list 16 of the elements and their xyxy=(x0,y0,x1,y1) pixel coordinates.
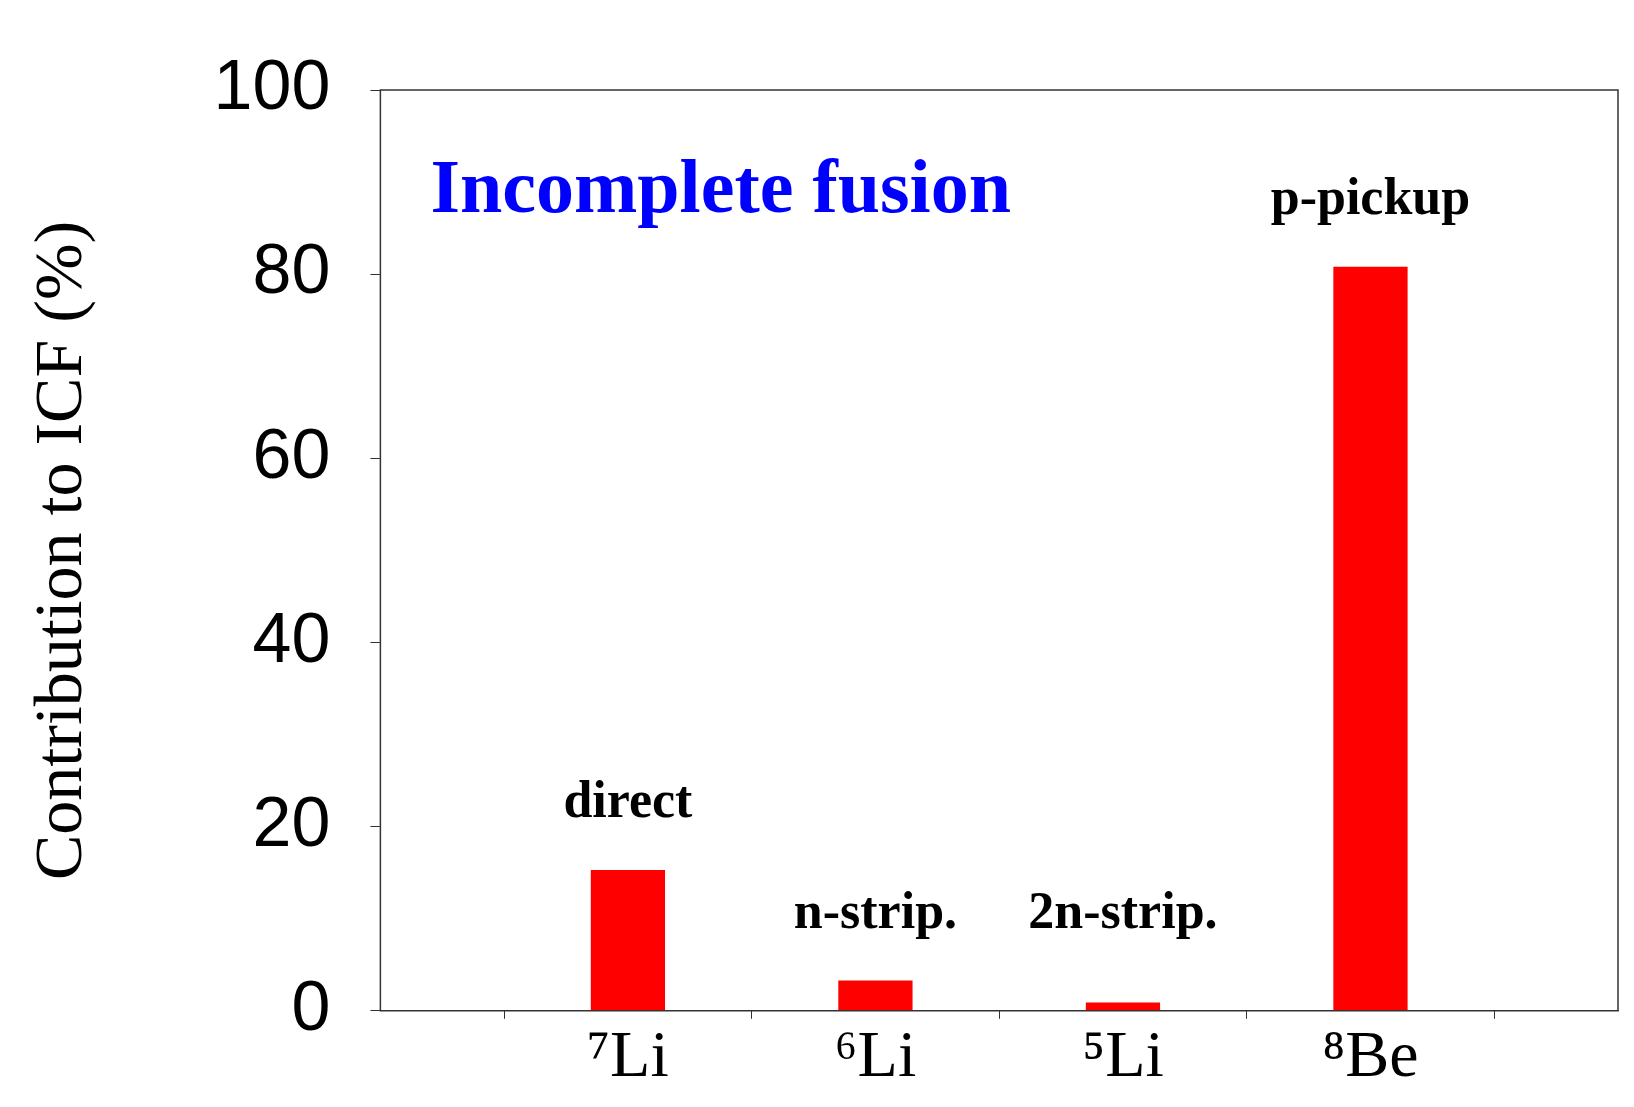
annotation: n-strip. xyxy=(793,881,958,939)
annotation: 2n-strip. xyxy=(1028,882,1218,940)
y-tick-label: 80 xyxy=(252,230,331,309)
x-tick-label: ⁷Li xyxy=(587,1016,669,1090)
annotation: p-pickup xyxy=(1270,168,1471,226)
y-tick-label: 100 xyxy=(213,46,331,125)
y-tick-label: 60 xyxy=(252,414,331,493)
annotation: Incomplete fusion xyxy=(430,143,1011,228)
y-axis-title: Contribution to ICF (%) xyxy=(19,220,96,881)
annotation: direct xyxy=(563,771,694,829)
y-tick-label: 40 xyxy=(252,598,331,677)
x-tick-label: ⁶Li xyxy=(834,1016,917,1090)
y-tick-label: 20 xyxy=(252,782,331,861)
y-tick-label: 0 xyxy=(291,967,331,1046)
x-tick-label: ⁵Li xyxy=(1082,1016,1164,1090)
x-tick-label: ⁸Be xyxy=(1322,1016,1419,1090)
